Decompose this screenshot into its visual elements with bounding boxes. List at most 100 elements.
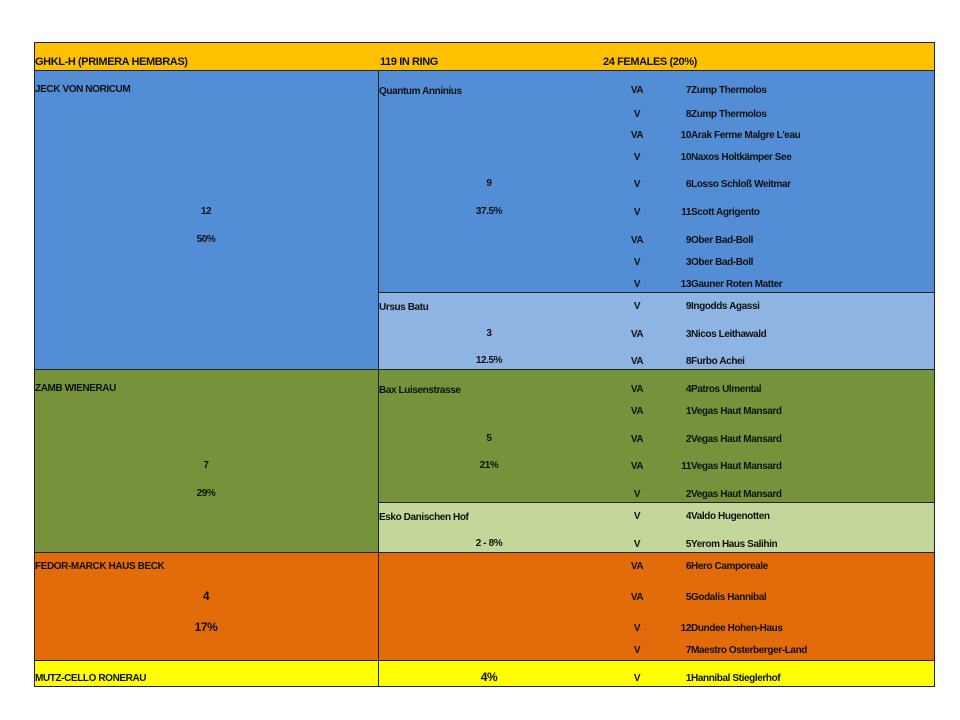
grade-code: V: [633, 257, 641, 268]
placement-number: 1: [685, 673, 692, 684]
grade-code: V: [633, 152, 641, 163]
subgroup-name: Quantum Anninius: [379, 86, 462, 97]
sire-percent: 4%: [480, 670, 498, 684]
dog-name: Yerom Haus Salihin: [691, 539, 778, 550]
sire-count: 7: [203, 460, 209, 471]
grade-code: VA: [630, 561, 644, 572]
sire-name: FEDOR-MARCK HAUS BECK: [35, 561, 165, 572]
placement-number: 1: [685, 406, 692, 417]
ursus-block: [378, 292, 934, 369]
dog-name: Ober Bad-Boll: [691, 257, 754, 268]
header-title: GHKL-H (PRIMERA HEMBRAS): [35, 56, 188, 68]
placement-number: 7: [685, 85, 692, 96]
jeck-sire-cell: [34, 70, 378, 369]
zamb-sire-cell: [34, 369, 378, 552]
dog-name: Arak Ferme Malgre L'eau: [691, 130, 801, 141]
placement-number: 4: [685, 384, 692, 395]
sire-count: 4: [202, 589, 210, 603]
grade-code: VA: [630, 592, 644, 603]
dog-name: Gauner Roten Matter: [691, 279, 783, 290]
border-left: [34, 42, 35, 687]
subgroup-count: 3: [486, 328, 492, 339]
dog-name: Zump Thermolos: [691, 85, 767, 96]
placement-number: 8: [685, 109, 692, 120]
grade-code: V: [633, 279, 641, 290]
dog-name: Vegas Haut Mansard: [691, 434, 782, 445]
sire-name: ZAMB WIENERAU: [35, 383, 116, 394]
grade-code: VA: [630, 130, 644, 141]
grade-code: VA: [630, 235, 644, 246]
dog-name: Godalis Hannibal: [691, 592, 767, 603]
sire-name: MUTZ-CELLO RONERAU: [35, 673, 147, 684]
sire-percent: 17%: [194, 620, 218, 634]
border-fedor-bottom: [34, 660, 934, 661]
subgroup-name: Esko Danischen Hof: [379, 512, 469, 523]
subgroup-name: Bax Luisenstrasse: [379, 385, 461, 396]
border-header-bottom: [34, 70, 934, 71]
header-female-count: 24 FEMALES (20%): [603, 56, 697, 68]
placement-number: 8: [685, 356, 692, 367]
grade-code: V: [633, 511, 641, 522]
placement-number: 2: [685, 489, 692, 500]
dog-name: Hero Camporeale: [691, 561, 768, 572]
grade-code: V: [633, 645, 641, 656]
grade-code: V: [633, 207, 641, 218]
border-jeck-bottom: [34, 369, 934, 370]
quantum-block: [378, 70, 934, 292]
grade-code: V: [633, 179, 641, 190]
placement-number: 2: [685, 434, 692, 445]
subgroup-count: 9: [486, 178, 492, 189]
dog-name: Maestro Osterberger-Land: [691, 645, 807, 656]
grade-code: VA: [630, 434, 644, 445]
mutz-block: [34, 660, 934, 686]
placement-number: 9: [685, 301, 692, 312]
subgroup-count: 5: [486, 433, 492, 444]
subgroup-percent: 12.5%: [475, 355, 503, 366]
grade-code: VA: [630, 85, 644, 96]
grade-code: VA: [630, 384, 644, 395]
placement-number: 6: [685, 179, 692, 190]
bax-block: [378, 369, 934, 502]
placement-number: 12: [680, 623, 692, 634]
grade-code: VA: [630, 461, 644, 472]
dog-name: Losso Schloß Weitmar: [691, 179, 791, 190]
placement-number: 9: [685, 235, 692, 246]
grade-code: VA: [630, 356, 644, 367]
placement-number: 3: [685, 329, 692, 340]
placement-number: 11: [681, 461, 691, 472]
placement-number: 5: [685, 539, 692, 550]
border-quantum-ursus: [378, 292, 934, 293]
dog-name: Vegas Haut Mansard: [691, 489, 782, 500]
header-ring-count: 119 IN RING: [380, 56, 438, 68]
subgroup-percent: 37.5%: [475, 206, 503, 217]
placement-number: 3: [685, 257, 692, 268]
subgroup-count-percent: 2 - 8%: [475, 538, 503, 549]
border-col-divider: [378, 70, 379, 687]
grade-code: VA: [630, 406, 644, 417]
dog-name: Dundee Hohen-Haus: [691, 623, 783, 634]
dog-name: Nicos Leithawald: [691, 329, 767, 340]
sire-name: JECK VON NORICUM: [35, 84, 131, 95]
placement-number: 4: [685, 511, 692, 522]
border-zamb-bottom: [34, 552, 934, 553]
grade-code: V: [633, 539, 641, 550]
dog-name: Vegas Haut Mansard: [691, 461, 782, 472]
border-bax-esko: [378, 502, 934, 503]
dog-name: Zump Thermolos: [691, 109, 767, 120]
dog-name: Ingodds Agassi: [691, 301, 760, 312]
subgroup-percent: 21%: [479, 460, 499, 471]
sire-percent: 50%: [196, 234, 216, 245]
placement-number: 6: [685, 561, 692, 572]
dog-name: Scott Agrigento: [691, 207, 760, 218]
dog-name: Hannibal Stieglerhof: [691, 673, 781, 684]
header-band: [34, 43, 934, 70]
dog-name: Ober Bad-Boll: [691, 235, 754, 246]
dog-name: Valdo Hugenotten: [691, 511, 770, 522]
placement-number: 10: [680, 130, 692, 141]
dog-name: Patros Ulmental: [691, 384, 762, 395]
dog-name: Furbo Achei: [691, 356, 745, 367]
grade-code: V: [633, 623, 641, 634]
dog-name: Vegas Haut Mansard: [691, 406, 782, 417]
placement-number: 13: [680, 279, 692, 290]
border-bottom: [34, 686, 934, 687]
